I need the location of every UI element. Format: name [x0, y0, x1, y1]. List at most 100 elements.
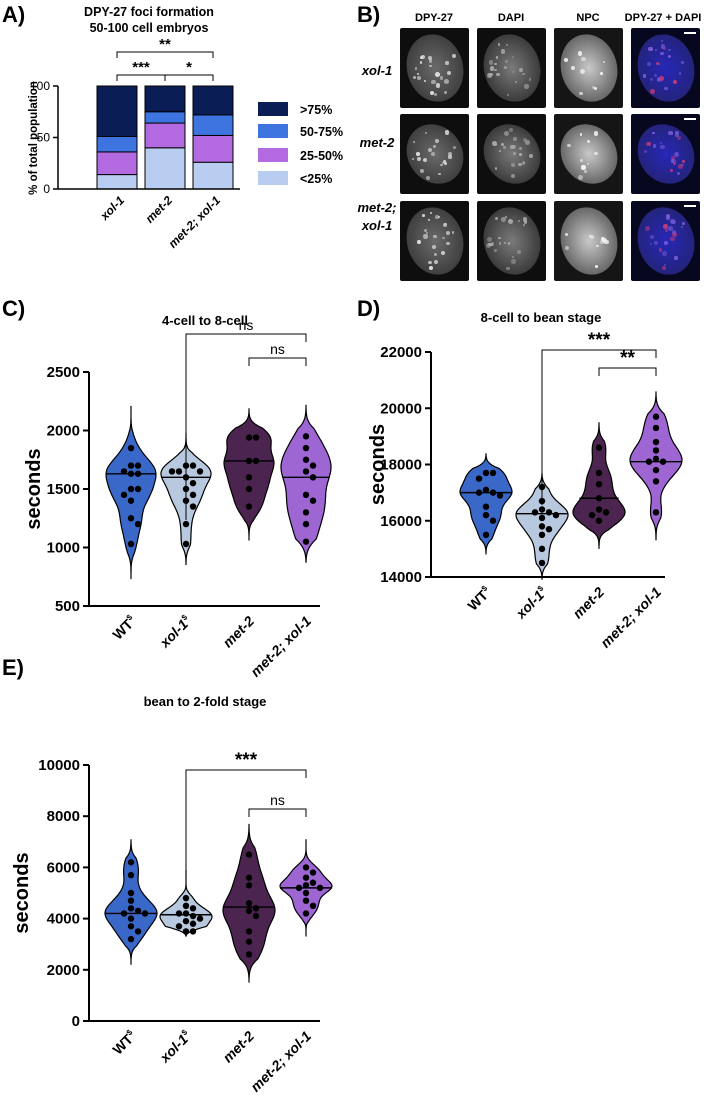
nucleus-dot	[670, 236, 675, 241]
micrograph-row-label: met-2; xol-1	[357, 200, 397, 233]
data-point	[531, 509, 539, 516]
violin-body	[629, 391, 683, 541]
data-point	[538, 523, 546, 530]
nucleus-dot	[444, 130, 450, 135]
nucleus-dot	[668, 55, 672, 59]
legend-label: >75%	[300, 103, 332, 117]
nucleus-dot	[430, 211, 433, 214]
nucleus-dot	[586, 162, 590, 166]
micrograph-tile	[477, 28, 546, 108]
y-tick-label: 50	[37, 131, 51, 145]
x-tick-label: met-2	[569, 584, 607, 622]
nucleus-dot	[659, 141, 663, 145]
nucleus-dot	[447, 152, 452, 157]
data-point	[252, 905, 260, 912]
data-point	[120, 491, 128, 499]
scale-bar	[684, 118, 696, 120]
nucleus-dot	[434, 139, 439, 143]
data-point	[302, 456, 310, 463]
y-tick-label: 16000	[380, 513, 422, 530]
x-tick-superscript: $	[180, 612, 190, 622]
nucleus-dot	[654, 241, 659, 246]
nucleus-dot	[518, 67, 523, 72]
nucleus-dot	[565, 233, 569, 236]
x-tick-label: met-2	[143, 193, 176, 226]
micrograph-tile	[554, 201, 623, 281]
nucleus-dot	[522, 72, 526, 76]
nucleus-dot	[672, 161, 676, 166]
bar-segment	[144, 111, 186, 124]
data-point	[134, 928, 142, 935]
nucleus-dot	[675, 130, 679, 134]
significance-bracket	[248, 808, 307, 817]
significance-label: ns	[270, 341, 285, 357]
nucleus-dot	[501, 142, 505, 146]
nucleus-dot	[519, 146, 523, 150]
nucleus-dot	[596, 244, 599, 248]
nucleus-dot	[443, 90, 448, 95]
nucleus-dot	[518, 219, 521, 222]
nucleus-dot	[681, 163, 684, 166]
bar-segment	[192, 114, 234, 136]
data-point	[189, 912, 197, 920]
nucleus-dot	[518, 162, 522, 167]
data-point	[189, 479, 197, 487]
nucleus-dot	[434, 71, 440, 77]
embryo-shape	[631, 28, 700, 108]
nucleus-dot	[427, 218, 430, 222]
data-point	[245, 457, 253, 465]
data-point	[295, 884, 303, 892]
nucleus-dot	[445, 61, 449, 65]
nucleus-dot	[510, 174, 515, 178]
nucleus-dot	[504, 66, 507, 70]
nucleus-dot	[662, 251, 667, 256]
data-point	[245, 951, 253, 958]
nucleus-dot	[448, 155, 452, 159]
x-tick-superscript: $	[125, 612, 135, 622]
nucleus-dot	[412, 141, 415, 144]
data-point	[127, 515, 135, 522]
data-point	[489, 489, 497, 496]
micrograph-tile	[631, 201, 700, 281]
nucleus-dot	[660, 44, 666, 50]
nucleus-dot	[674, 152, 680, 158]
nucleus-dot	[511, 255, 515, 259]
nucleus-dot	[428, 55, 432, 60]
micrograph-col-label: DPY-27 + DAPI	[624, 12, 702, 24]
data-point	[189, 462, 197, 469]
nucleus-dot	[490, 242, 495, 246]
nucleus-dot	[600, 71, 604, 75]
nucleus-dot	[428, 266, 433, 271]
data-point	[652, 424, 660, 432]
data-point	[538, 514, 546, 522]
nucleus-dot	[649, 234, 655, 240]
data-point	[302, 864, 310, 871]
chart-a: DPY-27 foci formation 50-100 cell embryos…	[28, 5, 343, 251]
nucleus-dot	[435, 83, 440, 88]
micrograph-col-label: DPY-27	[415, 12, 453, 24]
nucleus-dot	[442, 237, 445, 240]
nucleus-dot	[504, 131, 510, 136]
data-point	[309, 869, 317, 876]
y-tick-label: 1000	[47, 540, 80, 557]
chart-title: 4-cell to 8-cell	[162, 313, 248, 328]
nucleus-dot	[649, 77, 653, 81]
data-point	[245, 928, 253, 935]
embryo-shape	[554, 28, 623, 108]
significance-label: **	[620, 348, 635, 369]
nucleus-dot	[643, 149, 647, 153]
embryo-shape	[400, 201, 469, 281]
nucleus-dot	[503, 146, 507, 149]
data-point	[182, 928, 190, 935]
nucleus-dot	[570, 65, 576, 71]
data-point	[127, 915, 135, 922]
data-point	[302, 910, 310, 917]
nucleus-dot	[431, 245, 436, 250]
data-point	[189, 491, 197, 499]
data-point	[489, 469, 497, 477]
panel-label-c: C)	[2, 296, 26, 321]
nucleus-dot	[444, 161, 448, 165]
data-point	[595, 506, 603, 513]
data-point	[482, 469, 490, 477]
data-point	[602, 509, 610, 516]
